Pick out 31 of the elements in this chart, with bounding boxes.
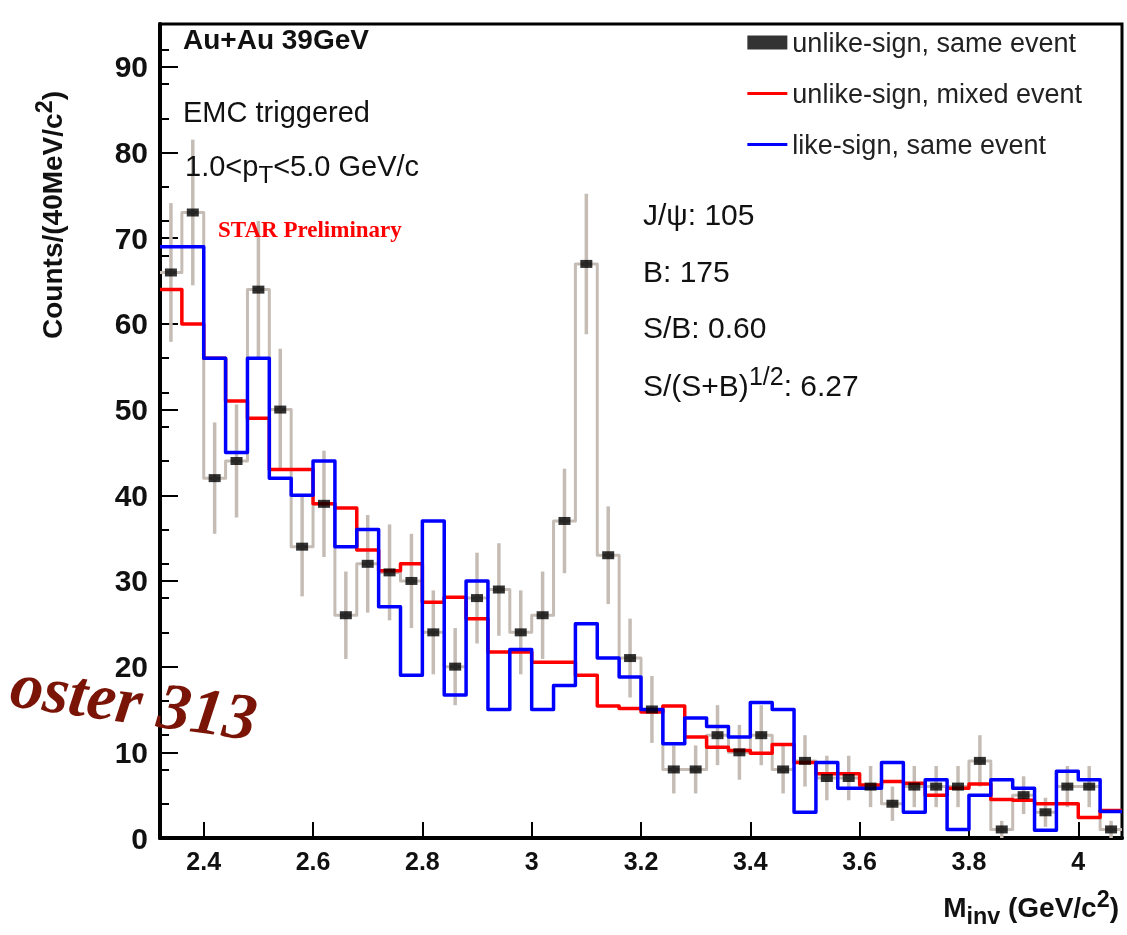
x-tick-label: 3.8 [951,846,987,875]
annotation: S/(S+B)$^{1/2}$: 6.27 [643,362,859,402]
x-tick-label: 3.2 [623,846,659,875]
y-tick-label: 60 [114,307,148,341]
x-tick-label: 2.8 [404,846,440,875]
annotation: Au+Au 39GeV [183,24,369,55]
annotation: STAR Preliminary [218,217,402,242]
x-tick-label: 3.6 [842,846,878,875]
y-tick-label: 10 [114,735,148,769]
y-tick-label: 70 [114,221,148,255]
y-tick-label: 50 [114,393,148,427]
y-tick-label: 90 [114,50,148,84]
y-tick-label: 0 [131,821,148,855]
x-tick-label: 3.4 [732,846,768,875]
legend-label: unlike-sign, same event [792,27,1077,58]
annotation: EMC triggered [183,96,370,128]
annotation: J/ψ: 105 [643,198,755,231]
x-tick-label: 4 [1071,846,1086,875]
x-axis-title: M$_{inv}$ (GeV/c$^{2}$) [943,886,1119,929]
y-tick-label: 30 [114,564,148,598]
annotation: S/B: 0.60 [643,311,767,344]
legend-label: like-sign, same event [792,129,1047,160]
y-tick-label: 40 [114,478,148,512]
annotation: 1.0<p$_{T}$<5.0 GeV/c [185,150,420,188]
legend-label: unlike-sign, mixed event [792,78,1083,109]
x-tick-label: 3 [524,846,539,875]
annotation: B: 175 [643,255,730,288]
y-tick-label: 80 [114,136,148,170]
y-tick-label: 20 [114,650,148,684]
x-tick-label: 2.4 [186,846,222,875]
x-tick-label: 2.6 [295,846,331,875]
